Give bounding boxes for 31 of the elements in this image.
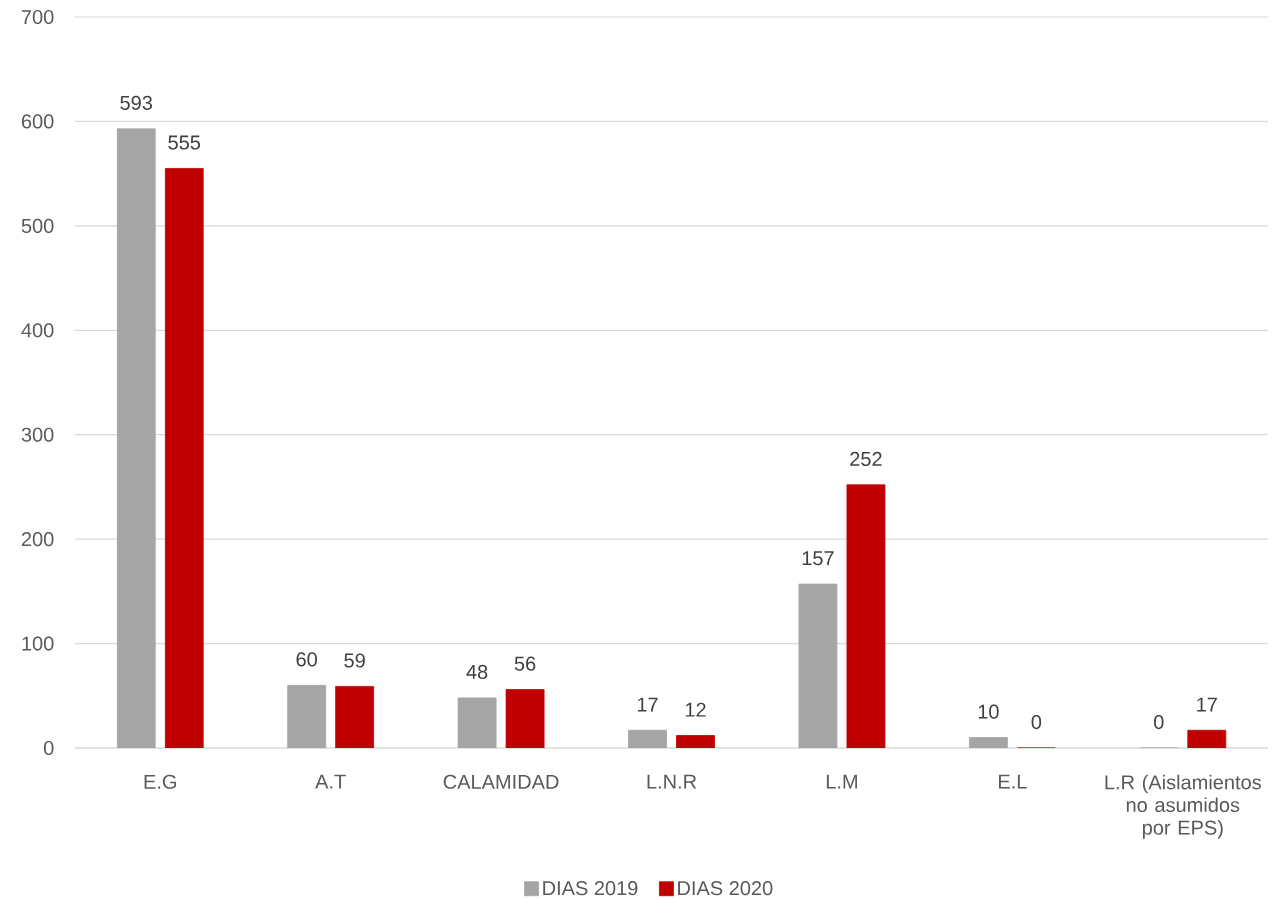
data-label: 157	[802, 551, 834, 566]
y-tick-label: 300	[21, 427, 54, 442]
x-tick-label: A.T	[315, 774, 346, 789]
x-tick-label: E.G	[144, 774, 176, 789]
data-label: 56	[514, 656, 536, 671]
y-tick-label: 0	[43, 740, 54, 756]
y-tick-label: 100	[22, 636, 54, 651]
y-tick-label: 400	[21, 323, 54, 338]
x-tick-label: L.N.R	[647, 774, 697, 789]
legend-label: DIAS 2019	[543, 881, 638, 896]
y-tick-label: 500	[21, 218, 54, 233]
data-label: 12	[685, 702, 706, 717]
x-tick-label: L.R (Aislamientos no asumidos por EPS)	[1105, 774, 1261, 839]
data-label: 17	[1197, 697, 1217, 712]
data-label: 555	[168, 135, 201, 150]
x-tick-label: L.M	[826, 774, 857, 789]
data-label: 252	[850, 451, 882, 466]
legend-label: DIAS 2020	[678, 881, 773, 896]
data-label: 17	[637, 697, 658, 712]
y-tick-label: 600	[21, 114, 54, 129]
x-tick-label: CALAMIDAD	[443, 774, 559, 789]
data-label: 59	[344, 653, 365, 668]
data-label: 60	[296, 652, 317, 667]
data-label: 0	[1154, 714, 1164, 730]
x-tick-label: E.L	[998, 774, 1027, 789]
y-tick-label: 700	[21, 9, 54, 25]
data-label: 48	[466, 664, 488, 680]
y-tick-label: 200	[21, 532, 54, 547]
data-label: 0	[1031, 714, 1042, 730]
data-label: 593	[120, 95, 153, 110]
data-label: 10	[978, 704, 999, 719]
